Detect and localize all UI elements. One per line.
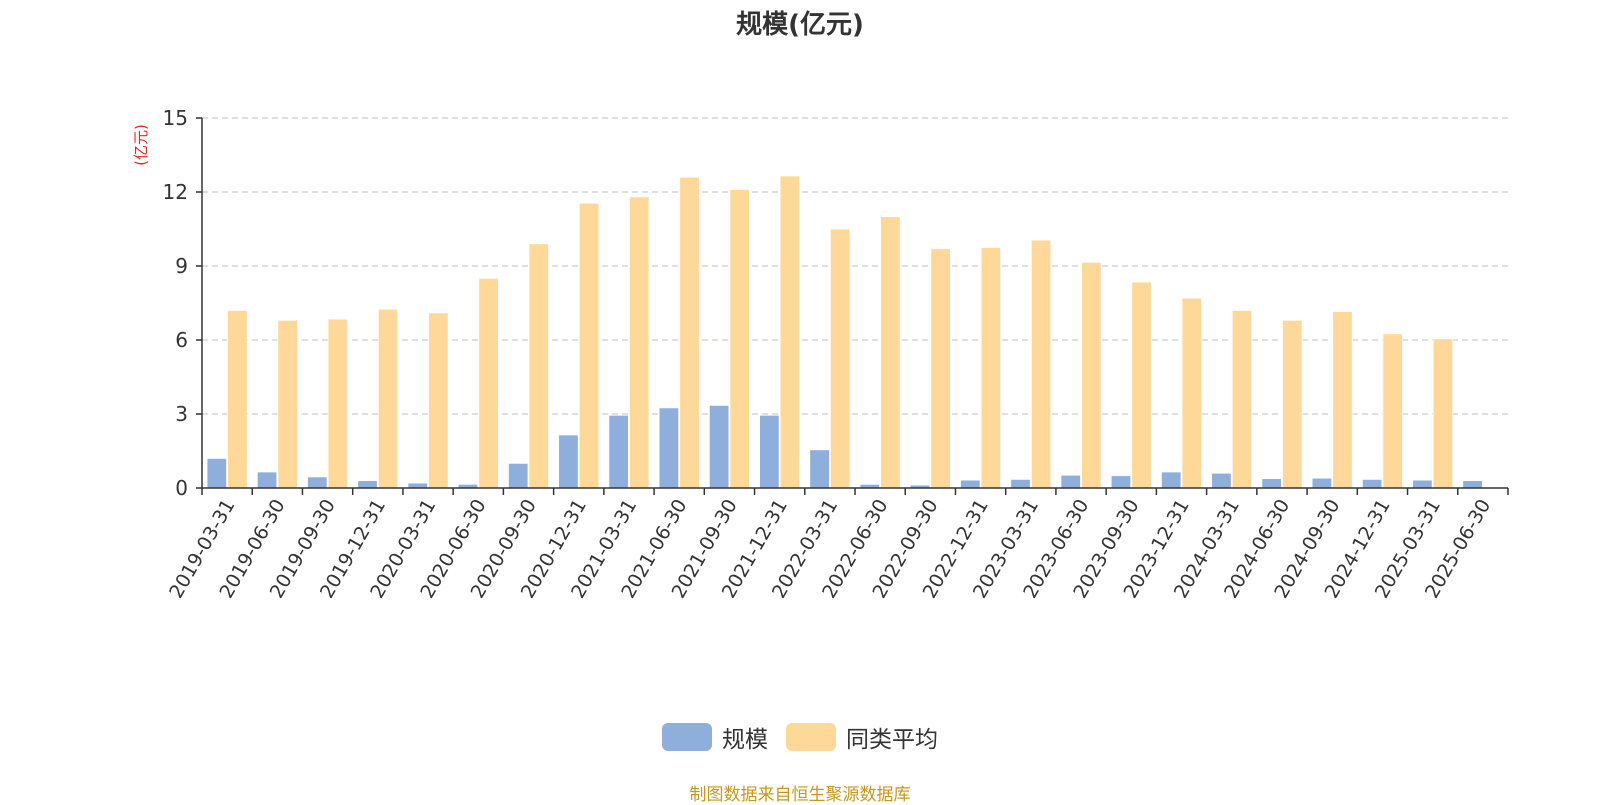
bar-scale	[1211, 472, 1232, 489]
bar-peer-average	[1282, 319, 1303, 489]
bar-scale	[1462, 480, 1483, 489]
bar-peer-average	[1081, 261, 1102, 489]
legend-swatch-scale	[662, 723, 712, 751]
bar-scale	[508, 462, 529, 489]
bar-scale	[1010, 478, 1031, 489]
bar-scale	[256, 471, 278, 489]
bar-scale	[759, 414, 780, 489]
bar-peer-average	[880, 216, 901, 489]
bar-peer-average	[1382, 333, 1403, 489]
bar-scale	[608, 414, 629, 489]
y-tick-label: 15	[163, 106, 188, 130]
y-axis-unit-label: (亿元)	[132, 124, 150, 166]
bar-peer-average	[1181, 297, 1202, 489]
bar-peer-average	[528, 243, 549, 489]
grid-lines	[202, 117, 1508, 415]
legend-swatch-peer-average	[786, 723, 836, 751]
bar-scale	[1261, 478, 1282, 489]
y-tick-label: 3	[175, 402, 188, 426]
bar-scale	[307, 476, 328, 489]
bar-peer-average	[980, 247, 1002, 489]
bar-peer-average	[1332, 311, 1353, 489]
bar-peer-average	[729, 189, 750, 489]
chart-plot: 036912152019-03-312019-06-302019-09-3020…	[132, 106, 1509, 602]
bar-peer-average	[578, 202, 600, 489]
bars	[206, 175, 1483, 489]
legend-label-scale: 规模	[722, 727, 768, 753]
bar-peer-average	[1030, 239, 1052, 489]
bar-scale	[558, 434, 579, 489]
y-tick-label: 6	[175, 328, 188, 352]
bar-peer-average	[377, 308, 399, 489]
bar-peer-average	[930, 248, 951, 489]
bar-peer-average	[829, 228, 851, 489]
y-tick-label: 0	[175, 476, 188, 500]
bar-peer-average	[1231, 309, 1253, 489]
bar-scale	[1361, 478, 1383, 489]
bar-scale	[1161, 471, 1182, 489]
legend: 规模 同类平均	[0, 720, 1600, 754]
bar-peer-average	[679, 176, 700, 489]
bar-scale	[708, 404, 730, 489]
bar-peer-average	[1131, 281, 1152, 489]
chart-title: 规模(亿元)	[736, 10, 864, 40]
bar-peer-average	[428, 312, 449, 489]
y-tick-label: 12	[163, 180, 188, 204]
bar-scale	[1311, 477, 1333, 489]
bar-scale	[1060, 474, 1081, 489]
bar-peer-average	[227, 309, 248, 489]
bar-scale	[960, 479, 981, 489]
bar-peer-average	[478, 277, 499, 489]
bar-scale	[1412, 479, 1433, 489]
bar-scale	[206, 457, 228, 489]
legend-item-scale[interactable]: 规模	[662, 720, 768, 754]
legend-label-peer-average: 同类平均	[846, 727, 938, 753]
bar-peer-average	[779, 175, 801, 489]
bar-scale	[1110, 475, 1132, 489]
bar-peer-average	[277, 319, 298, 489]
bar-scale	[809, 449, 830, 489]
y-tick-label: 9	[175, 254, 188, 278]
legend-item-peer-average[interactable]: 同类平均	[786, 720, 938, 754]
source-note: 制图数据来自恒生聚源数据库	[689, 785, 911, 805]
bar-scale	[658, 407, 680, 489]
bar-peer-average	[327, 318, 349, 489]
bar-peer-average	[1432, 338, 1454, 489]
bar-peer-average	[629, 196, 650, 489]
bar-scale	[357, 480, 378, 489]
